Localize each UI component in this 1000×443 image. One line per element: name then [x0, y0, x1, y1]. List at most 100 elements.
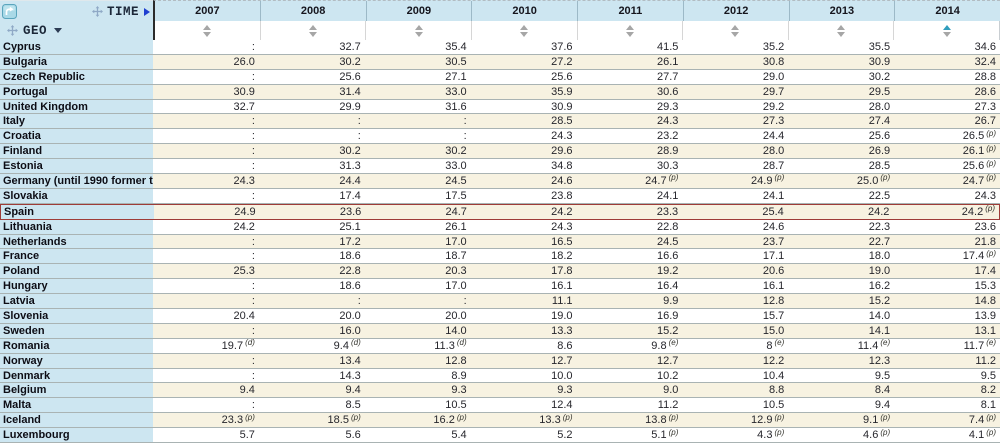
table-row[interactable]: Belgium 9.4 9.4 9.3 9.3 9.0 8.8 8.4 8.2 — [0, 383, 1000, 399]
column-header-2011[interactable]: 2011 — [577, 1, 683, 21]
cell-czech-republic-2007: : — [251, 70, 255, 83]
cell-france-2010: 18.2 — [551, 250, 573, 263]
time-dimension-handle[interactable]: TIME — [91, 5, 150, 19]
sort-up-icon[interactable] — [308, 24, 317, 30]
sort-down-icon[interactable] — [308, 31, 317, 37]
sort-down-icon[interactable] — [203, 31, 212, 37]
sort-toggle-2013[interactable] — [837, 24, 846, 37]
column-header-2008[interactable]: 2008 — [259, 1, 366, 21]
table-row[interactable]: Netherlands: 17.2 17.0 16.5 24.5 23.7 22.7 21.8 — [0, 234, 1000, 250]
sort-toggle-2012[interactable] — [731, 24, 740, 37]
sort-down-icon[interactable] — [942, 31, 951, 37]
geo-dimension-handle[interactable]: GEO — [0, 21, 153, 40]
table-row[interactable]: Denmark: 14.3 8.9 10.0 10.2 10.4 9.5 9.5 — [0, 368, 1000, 384]
table-row[interactable]: Lithuania 24.2 25.1 26.1 24.3 22.8 24.6 22.3 23.… — [0, 219, 1000, 235]
table-row[interactable]: Italy::: 28.5 24.3 27.3 27.4 26.7 — [0, 114, 1000, 130]
cell-netherlands-2009: 17.0 — [445, 235, 467, 248]
table-row[interactable]: Croatia::: 24.3 23.2 24.4 25.6 26.5 (p) — [0, 129, 1000, 145]
pivot-corner-icon[interactable] — [2, 3, 18, 20]
cell-romania-2014: 11.7 (e) — [963, 338, 996, 352]
table-row[interactable]: Norway: 13.4 12.8 12.7 12.7 12.2 12.3 11.2 — [0, 353, 1000, 369]
column-header-2013[interactable]: 2013 — [788, 1, 895, 21]
sort-up-icon[interactable] — [625, 24, 634, 30]
cell-italy-2007: : — [251, 115, 255, 128]
table-row[interactable]: Romania 19.7 (d) 9.4 (d) 11.3 (d) 8.6 9.8 (e) 8 (e)… — [0, 338, 1000, 354]
cell-germany-until-1990-former-t-2014: 24.7 (p) — [962, 173, 996, 187]
value-flag: (p) — [350, 412, 361, 422]
sort-down-icon[interactable] — [414, 31, 423, 37]
cell-latvia-2014: 14.8 — [974, 295, 996, 308]
cell-hungary-2012: 16.1 — [762, 280, 785, 293]
cell-czech-republic-2014: 28.8 — [974, 70, 996, 83]
sort-up-icon[interactable] — [414, 24, 423, 30]
sort-up-icon[interactable] — [942, 24, 951, 30]
table-row[interactable]: France: 18.6 18.7 18.2 16.6 17.1 18.0 17.4 (p) — [0, 249, 1000, 265]
row-values: : 25.6 27.1 25.6 27.7 29.0 30.2 28.8 — [153, 69, 1000, 84]
table-row[interactable]: Portugal 30.9 31.4 33.0 35.9 30.6 29.7 29.5 28.6 — [0, 84, 1000, 100]
cell-slovakia-2012: 24.1 — [762, 189, 785, 202]
cell-poland-2011: 19.2 — [656, 265, 679, 278]
cell-hungary-2009: 17.0 — [445, 280, 467, 293]
table-row[interactable]: Hungary: 18.6 17.0 16.1 16.4 16.1 16.2 15.3 — [0, 279, 1000, 295]
cell-czech-republic-2013: 30.2 — [868, 70, 891, 83]
table-row[interactable]: Slovenia 20.4 20.0 20.0 19.0 16.9 15.7 14.0 13.9 — [0, 309, 1000, 324]
table-row[interactable]: Iceland 23.3 (p) 18.5 (p) 16.2 (p) 13.3 (p) 13.8(… — [0, 412, 1000, 429]
sort-toggle-2007[interactable] — [203, 24, 212, 37]
table-row-selected[interactable]: Spain 24.9 23.6 24.7 24.2 23.3 25.4 24.2 24.2 (p) — [0, 203, 1000, 220]
sort-toggle-2011[interactable] — [625, 24, 634, 37]
cell-portugal-2008: 31.4 — [339, 85, 361, 98]
cell-cyprus-2014: 34.6 — [974, 40, 996, 53]
value-flag: (p) — [986, 427, 996, 437]
sort-toggle-2008[interactable] — [308, 24, 317, 37]
sort-toggle-2009[interactable] — [414, 24, 423, 37]
cell-spain-2007: 24.9 — [234, 205, 256, 218]
value-flag: (p) — [245, 412, 255, 422]
sort-up-icon[interactable] — [203, 24, 212, 30]
sort-up-icon[interactable] — [731, 24, 740, 30]
column-header-2007[interactable]: 2007 — [195, 5, 220, 17]
table-row[interactable]: Estonia: 31.3 33.0 34.8 30.3 28.7 28.5 25.6 (p) — [0, 159, 1000, 175]
table-row[interactable]: Luxembourg 5.7 5.6 5.4 5.2 5.1 (p) 4.3 (p) 4.6 (p)… — [0, 428, 1000, 443]
column-header-2014[interactable]: 2014 — [894, 1, 1000, 21]
table-row[interactable]: Cyprus: 32.7 35.4 37.6 41.5 35.2 35.5 34.6 — [0, 40, 1000, 55]
sort-toggle-2010[interactable] — [520, 24, 529, 37]
value-flag: (p) — [562, 412, 573, 422]
sort-up-icon[interactable] — [837, 24, 846, 30]
cell-france-2011: 16.6 — [656, 250, 679, 263]
column-header-2009[interactable]: 2009 — [365, 1, 472, 21]
sort-toggle-2014[interactable] — [942, 24, 951, 37]
cell-germany-until-1990-former-t-2009: 24.5 — [445, 174, 467, 187]
column-header-2012[interactable]: 2012 — [682, 1, 789, 21]
table-row[interactable]: Germany (until 1990 former t 24.3 24.4 24.5… — [0, 173, 1000, 189]
geo-dropdown-icon[interactable] — [54, 28, 63, 33]
table-row[interactable]: Latvia::: 11.1 9.9 12.8 15.2 14.8 — [0, 294, 1000, 310]
cell-cyprus-2008: 32.7 — [339, 40, 361, 53]
cell-portugal-2014: 28.6 — [974, 85, 996, 98]
table-row[interactable]: Sweden: 16.0 14.0 13.3 15.2 15.0 14.1 13.1 — [0, 323, 1000, 339]
row-values: : 17.2 17.0 16.5 24.5 23.7 22.7 21.8 — [153, 234, 1000, 249]
column-header-2010[interactable]: 2010 — [471, 1, 577, 21]
table-row[interactable]: Bulgaria 26.0 30.2 30.5 27.2 26.1 30.8 30.9 32.4 — [0, 54, 1000, 70]
table-row[interactable]: Czech Republic: 25.6 27.1 25.6 27.7 29.0 30.2 2… — [0, 69, 1000, 85]
row-values: ::: 28.5 24.3 27.3 27.4 26.7 — [153, 114, 1000, 129]
cell-norway-2009: 12.8 — [445, 354, 467, 367]
cell-finland-2011: 28.9 — [656, 145, 679, 158]
cell-romania-2011: 9.8 (e) — [651, 338, 679, 352]
sort-down-icon[interactable] — [731, 31, 740, 37]
table-row[interactable]: Slovakia: 17.4 17.5 23.8 24.1 24.1 22.5 24.3 — [0, 188, 1000, 204]
cell-iceland-2008: 18.5 (p) — [327, 412, 361, 427]
row-values: : 14.3 8.9 10.0 10.2 10.4 9.5 9.5 — [153, 368, 1000, 383]
cell-croatia-2010: 24.3 — [551, 130, 573, 143]
table-row[interactable]: Finland: 30.2 30.2 29.6 28.9 28.0 26.9 26.1 (p) — [0, 144, 1000, 160]
sort-down-icon[interactable] — [520, 31, 529, 37]
cell-belgium-2009: 9.3 — [451, 384, 467, 397]
table-row[interactable]: Poland 25.3 22.8 20.3 17.8 19.2 20.6 19.0 17.4 — [0, 264, 1000, 280]
table-row[interactable]: Malta: 8.5 10.5 12.4 11.2 10.5 9.4 8.1 — [0, 398, 1000, 414]
sort-up-icon[interactable] — [520, 24, 529, 30]
sort-down-icon[interactable] — [837, 31, 846, 37]
table-row[interactable]: United Kingdom 32.7 29.9 31.6 30.9 29.3 29.2 28… — [0, 99, 1000, 115]
time-expand-icon[interactable] — [144, 7, 150, 16]
cell-germany-until-1990-former-t-2010: 24.6 — [551, 174, 573, 187]
sort-down-icon[interactable] — [625, 31, 634, 37]
